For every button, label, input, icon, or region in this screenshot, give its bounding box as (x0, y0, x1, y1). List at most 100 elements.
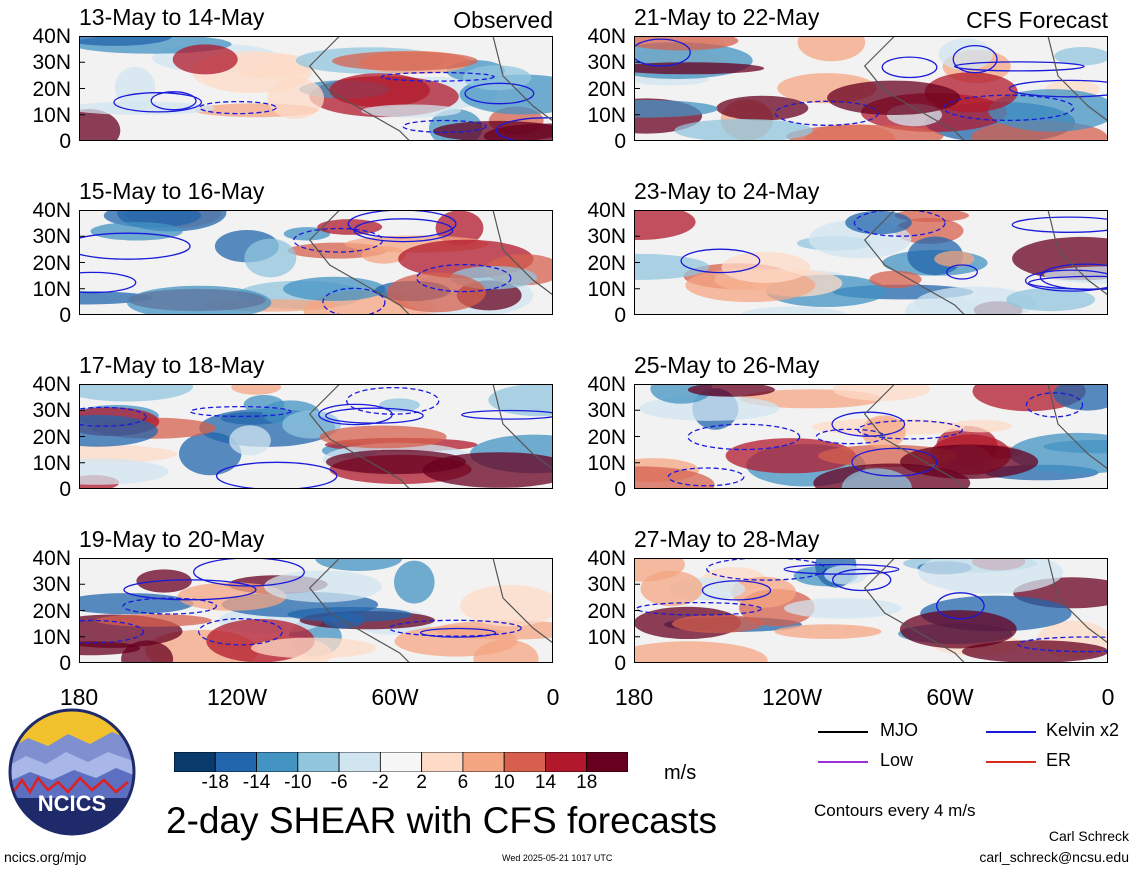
lat-label: 10N (32, 277, 71, 301)
lat-label: 0 (59, 478, 71, 501)
author-email[interactable]: carl_schreck@ncsu.edu (979, 849, 1129, 865)
lon-label: 0 (1101, 684, 1115, 710)
lat-label: 30N (32, 51, 71, 75)
lon-label: 120W (206, 684, 268, 710)
lat-label: 10N (587, 625, 626, 649)
site-url[interactable]: ncics.org/mjo (4, 849, 87, 865)
panel-title: 15-May to 16-May (79, 178, 265, 204)
colorbar-tick-label: -10 (284, 772, 312, 793)
panel-title: 17-May to 18-May (79, 352, 265, 378)
colorbar-swatch (545, 752, 588, 772)
lat-label: 20N (587, 251, 626, 275)
colorbar-tick-label: 18 (576, 772, 598, 793)
lat-label: 20N (32, 77, 71, 101)
lat-label: 40N (587, 547, 626, 570)
lat-label: 20N (32, 251, 71, 275)
shear-map (79, 36, 553, 141)
lat-label: 20N (587, 599, 626, 623)
lon-label: 180 (59, 684, 99, 710)
lat-label: 20N (587, 77, 626, 101)
lat-label: 40N (587, 199, 626, 222)
lat-label: 30N (587, 573, 626, 597)
shear-map (634, 210, 1108, 315)
legend-label-low: Low (880, 750, 914, 770)
legend-label-er: ER (1046, 750, 1072, 770)
lat-label: 40N (32, 199, 71, 222)
colorbar-swatches (174, 752, 628, 772)
colorbar-swatch (256, 752, 299, 772)
lat-label: 10N (587, 451, 626, 475)
lat-label: 30N (32, 225, 71, 249)
main-title: 2-day SHEAR with CFS forecasts (166, 800, 718, 841)
ncics-logo: NCICS (8, 708, 136, 836)
colorbar-tick-label: -14 (242, 772, 271, 793)
lat-label: 10N (32, 103, 71, 127)
lon-label: 60W (926, 684, 974, 710)
legend-label-mjo: MJO (880, 720, 918, 740)
colorbar-swatch (174, 752, 216, 772)
timestamp: Wed 2025-05-21 1017 UTC (502, 853, 613, 863)
lat-label: 40N (32, 25, 71, 48)
lat-label: 30N (587, 225, 626, 249)
lat-label: 30N (587, 399, 626, 423)
legend-line-kelvin (986, 731, 1036, 733)
lat-label: 30N (32, 573, 71, 597)
logo-text: NCICS (38, 791, 106, 816)
panel-title: 25-May to 26-May (634, 352, 820, 378)
shear-map (634, 36, 1108, 141)
colorbar-tick-label: 2 (416, 772, 427, 793)
lat-label: 0 (59, 652, 71, 675)
colorbar-swatch (379, 752, 423, 772)
lat-label: 10N (32, 451, 71, 475)
panel-title: 27-May to 28-May (634, 526, 820, 552)
colorbar-tick-label: -2 (371, 772, 389, 793)
lon-label: 180 (614, 684, 654, 710)
lat-label: 0 (614, 304, 626, 327)
legend-line-low (818, 761, 868, 763)
lat-label: 30N (587, 51, 626, 75)
lat-label: 40N (587, 373, 626, 396)
colorbar-swatch (338, 752, 381, 772)
shear-map (634, 384, 1108, 489)
contour-note: Contours every 4 m/s (814, 801, 976, 820)
panel-title: 21-May to 22-May (634, 4, 820, 30)
colorbar-swatch (297, 752, 340, 772)
colorbar-tick-label: 6 (457, 772, 469, 793)
lat-label: 0 (614, 652, 626, 675)
colorbar-swatch (586, 752, 628, 772)
lat-label: 40N (32, 547, 71, 570)
lat-label: 20N (32, 425, 71, 449)
lat-label: 20N (587, 425, 626, 449)
legend-line-er (986, 761, 1036, 763)
colorbar-unit: m/s (664, 762, 697, 784)
panel-source-label: CFS Forecast (966, 7, 1108, 33)
shear-map (634, 558, 1108, 663)
lat-label: 40N (32, 373, 71, 396)
lon-label: 60W (371, 684, 419, 710)
lat-label: 10N (32, 625, 71, 649)
colorbar-tick-label: 10 (493, 772, 515, 793)
legend-line-mjo (818, 731, 868, 733)
colorbar-swatch (462, 752, 505, 772)
author-name: Carl Schreck (1048, 828, 1129, 844)
shear-map (79, 558, 553, 663)
lon-label: 0 (546, 684, 560, 710)
panel-source-label: Observed (453, 7, 553, 33)
lat-label: 20N (32, 599, 71, 623)
lat-label: 30N (32, 399, 71, 423)
lat-label: 40N (587, 25, 626, 48)
lat-label: 10N (587, 103, 626, 127)
lat-label: 0 (614, 130, 626, 153)
panel-title: 19-May to 20-May (79, 526, 265, 552)
legend-label-kelvin: Kelvin x2 (1046, 720, 1120, 740)
panel-title: 23-May to 24-May (634, 178, 820, 204)
colorbar-swatch (421, 752, 464, 772)
colorbar-tick-label: -18 (201, 772, 229, 793)
lon-label: 120W (761, 684, 823, 710)
colorbar-swatch (214, 752, 257, 772)
panel-title: 13-May to 14-May (79, 4, 265, 30)
colorbar-tick-label: -6 (330, 772, 348, 793)
lat-label: 10N (587, 277, 626, 301)
shear-map (79, 210, 553, 315)
lat-label: 0 (614, 478, 626, 501)
